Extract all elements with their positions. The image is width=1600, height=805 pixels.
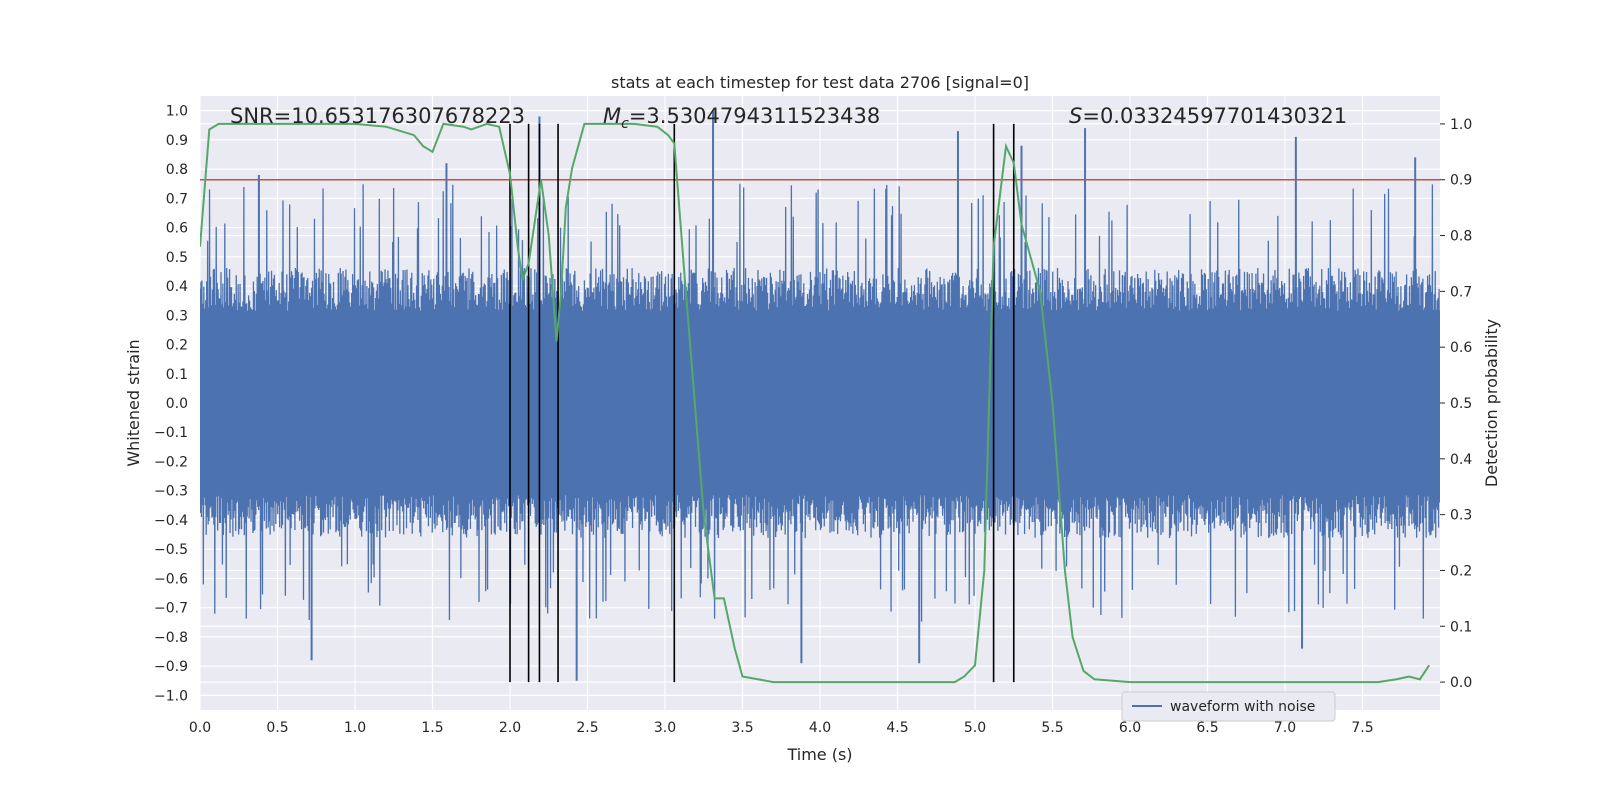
x-tick-label: 2.5: [576, 720, 598, 736]
x-axis-ticks: 0.0 0.5 1.0 1.5 2.0 2.5 3.0 3.5 4.0 4.5 5.0 5.5 6.0 6…: [189, 720, 1374, 736]
y2-axis-ticks: 1.0 0.9 0.8 0.7 0.6 0.5 0.4 0.3 0.2 0.1 0.0: [1440, 117, 1472, 691]
chart-title: stats at each timestep for test data 270…: [611, 73, 1029, 92]
y-tick-label: −0.2: [154, 454, 188, 470]
legend-box: [1121, 691, 1336, 722]
detection-probability-line: [200, 122, 1430, 684]
y-tick-label: 0.1: [166, 367, 188, 383]
y2-tick-label: 1.0: [1450, 117, 1472, 133]
x-tick-label: 0.0: [189, 720, 211, 736]
x-tick-label: 4.0: [809, 720, 831, 736]
y-tick-label: −0.3: [154, 484, 188, 500]
y2-tick-label: 0.5: [1450, 396, 1472, 412]
x-tick-label: 1.0: [344, 720, 366, 736]
x-tick-label: 5.5: [1041, 720, 1063, 736]
y-tick-label: 0.8: [166, 162, 188, 178]
y-tick-label: 0.3: [166, 308, 188, 324]
x-tick-label: 0.5: [266, 720, 288, 736]
y-tick-label: −0.6: [154, 571, 188, 587]
y2-tick-label: 0.9: [1450, 173, 1472, 189]
x-tick-label: 6.0: [1119, 720, 1141, 736]
y2-tick-label: 0.1: [1450, 619, 1472, 635]
y-tick-label: 0.9: [166, 133, 188, 149]
y-axis-label: Whitened strain: [124, 339, 143, 466]
y2-tick-label: 0.8: [1450, 229, 1472, 245]
y-tick-label: 0.6: [166, 221, 188, 237]
y-tick-label: −0.5: [154, 542, 188, 558]
x-tick-label: 3.5: [731, 720, 753, 736]
y-tick-label: −0.7: [154, 601, 188, 617]
y2-axis-label: Detection probability: [1482, 319, 1501, 487]
y2-tick-label: 0.3: [1450, 508, 1472, 524]
y-tick-label: −0.4: [154, 513, 188, 529]
y-tick-label: −1.0: [154, 688, 188, 704]
y2-tick-label: 0.7: [1450, 284, 1472, 300]
legend-label-waveform: waveform with noise: [1170, 699, 1315, 715]
snr-annotation: SNR=10.653176307678223: [230, 104, 525, 128]
x-tick-label: 2.0: [499, 720, 521, 736]
y-tick-label: −0.8: [154, 630, 188, 646]
overlay-layer: [200, 122, 1440, 684]
x-tick-label: 3.0: [654, 720, 676, 736]
chirp-mass-annotation: Mc=3.5304794311523438: [603, 104, 880, 132]
x-axis-label: Time (s): [786, 745, 852, 764]
y2-tick-label: 0.4: [1450, 452, 1472, 468]
y-tick-label: 0.4: [166, 279, 188, 295]
y-tick-label: 1.0: [166, 104, 188, 120]
y-tick-label: 0.7: [166, 191, 188, 207]
y2-tick-label: 0.0: [1450, 675, 1472, 691]
x-tick-label: 5.0: [964, 720, 986, 736]
y-tick-label: 0.5: [166, 250, 188, 266]
y-tick-label: 0.2: [166, 338, 188, 354]
y-tick-label: 0.0: [166, 396, 188, 412]
y2-tick-label: 0.6: [1450, 340, 1472, 356]
legend: waveform with noise: [1121, 691, 1336, 722]
x-tick-label: 7.5: [1351, 720, 1373, 736]
x-tick-label: 4.5: [886, 720, 908, 736]
x-tick-label: 7.0: [1274, 720, 1296, 736]
x-tick-label: 1.5: [421, 720, 443, 736]
y2-tick-label: 0.2: [1450, 563, 1472, 579]
waveform-noise-line: [200, 183, 1440, 622]
waveform-series: [200, 110, 1440, 681]
y-axis-ticks: 1.0 0.9 0.8 0.7 0.6 0.5 0.4 0.3 0.2 0.1 0.0 −0.1 −0.…: [154, 104, 188, 705]
y-tick-label: −0.1: [154, 425, 188, 441]
x-tick-label: 6.5: [1196, 720, 1218, 736]
y-tick-label: −0.9: [154, 659, 188, 675]
s-annotation: S=0.03324597701430321: [1069, 104, 1347, 128]
